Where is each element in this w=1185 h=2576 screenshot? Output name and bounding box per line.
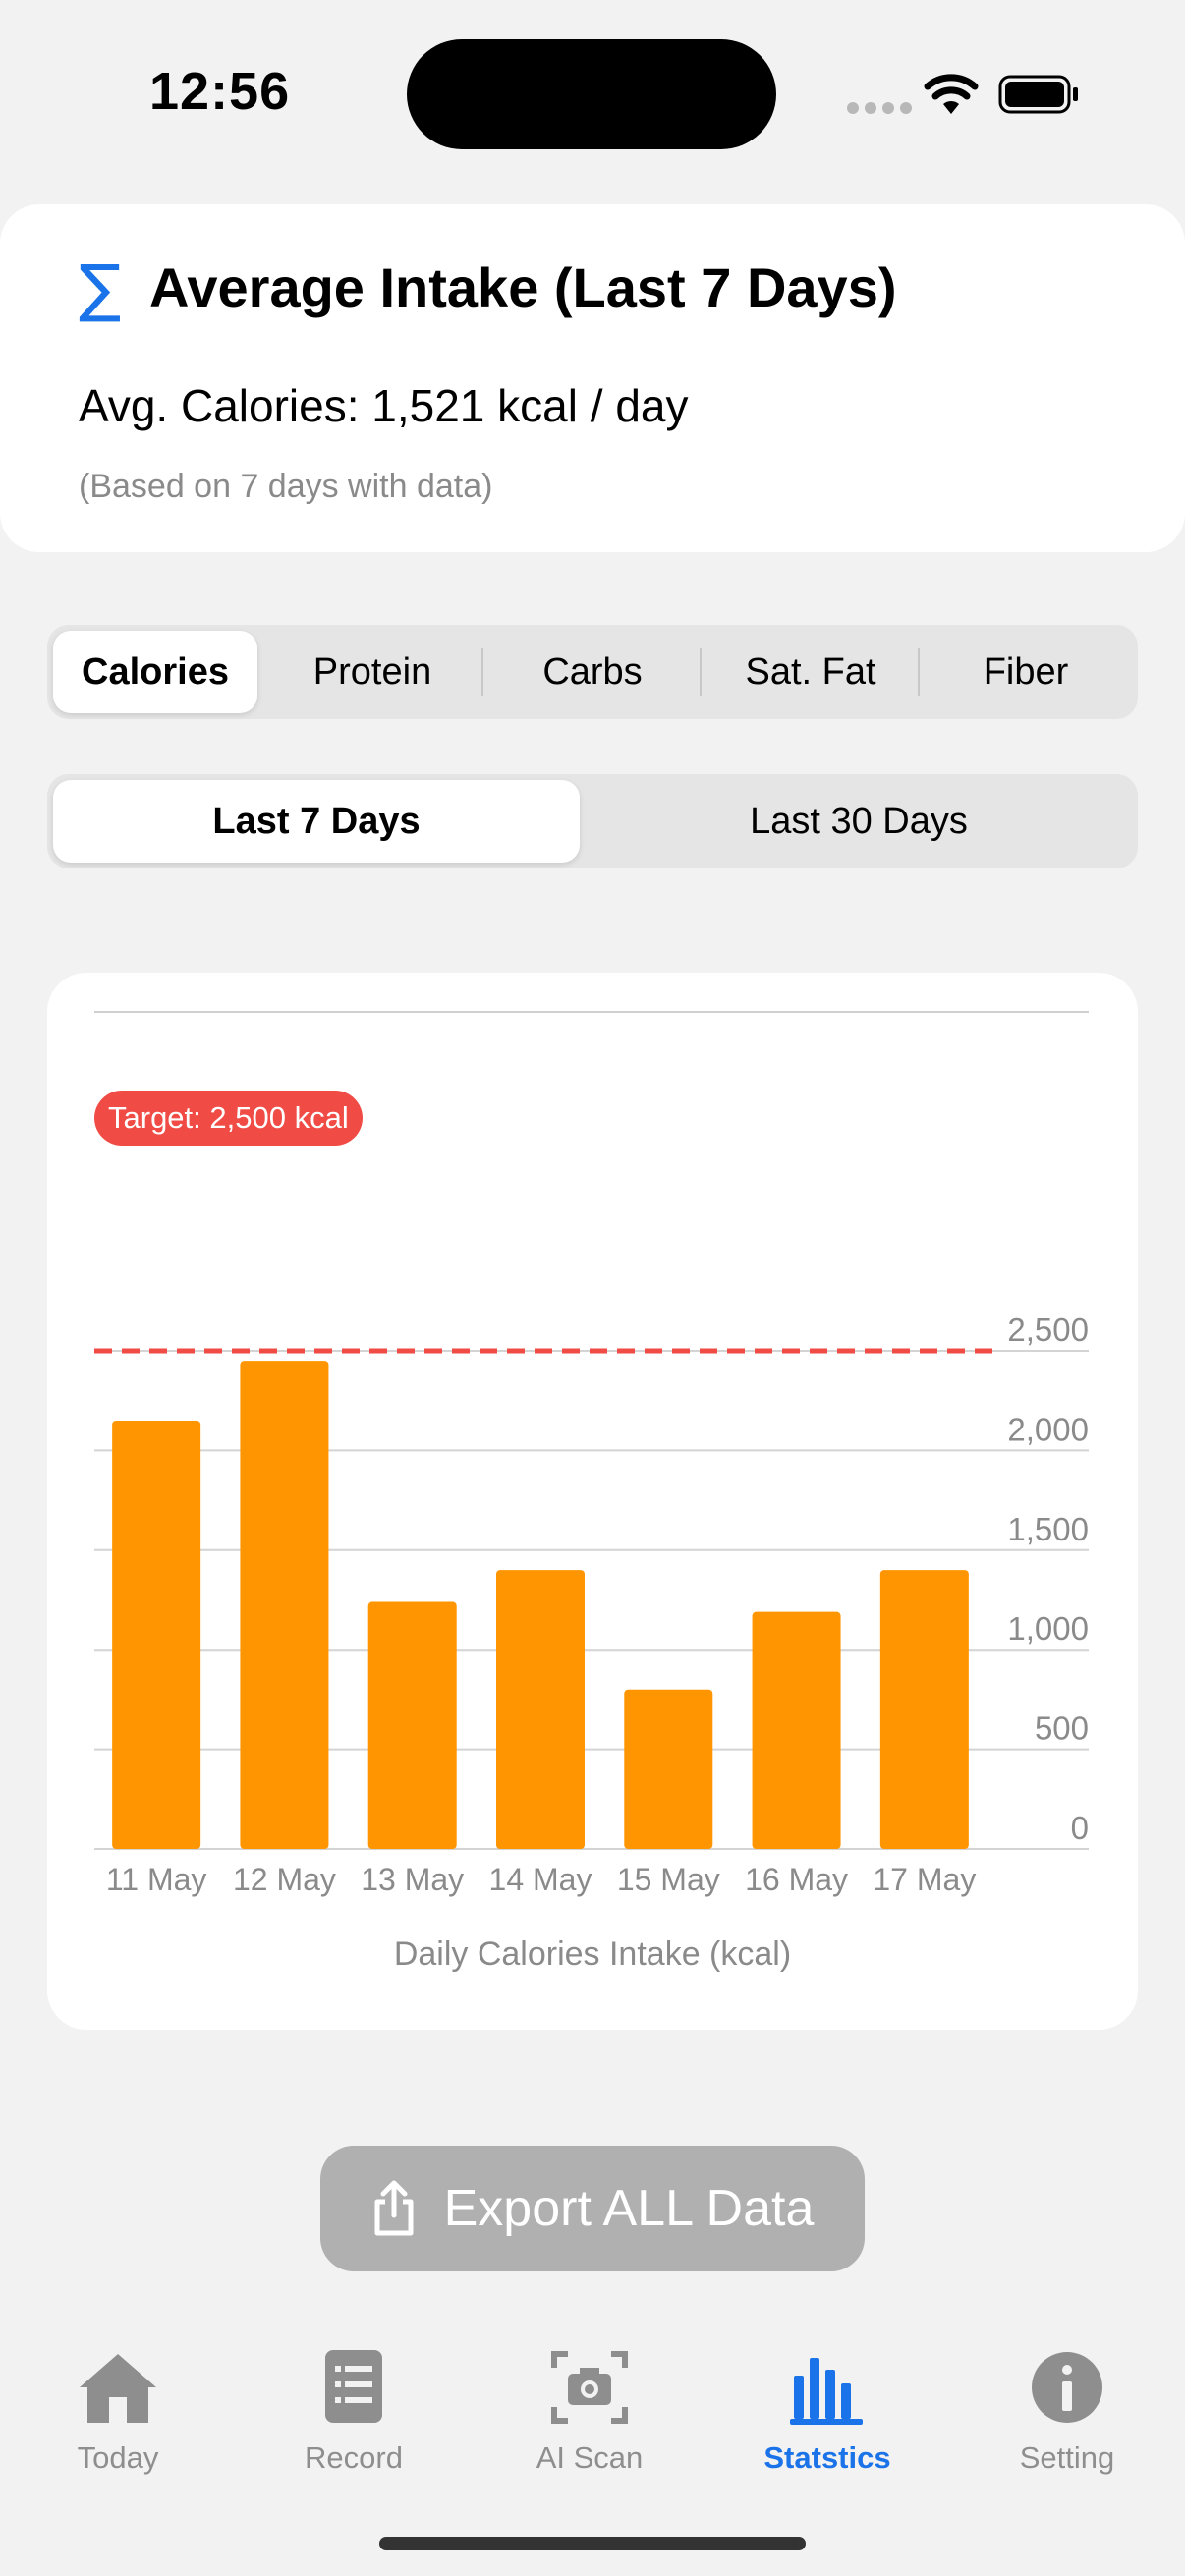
export-button-label: Export ALL Data <box>443 2180 815 2237</box>
average-intake-title: Average Intake (Last 7 Days) <box>149 256 897 318</box>
data-basis-note: (Based on 7 days with data) <box>79 468 493 505</box>
status-bar: 12:56 <box>0 0 1185 196</box>
dynamic-island <box>407 39 776 149</box>
x-tick-label: 11 May <box>106 1862 207 1897</box>
bar-13-may <box>367 1601 457 1849</box>
tab-ai-scan-label: AI Scan <box>536 2440 644 2475</box>
x-tick-label: 13 May <box>361 1862 464 1897</box>
calories-chart-card: 0 500 1,000 1,500 2,000 2,500 11 May 12 May 13 M… <box>47 973 1138 2030</box>
segment-divider <box>700 648 702 696</box>
y-tick-label: 2,000 <box>1007 1411 1089 1447</box>
export-all-data-button[interactable]: Export ALL Data <box>320 2146 865 2271</box>
y-tick-label: 2,500 <box>1007 1312 1089 1348</box>
wifi-icon <box>924 74 979 114</box>
tab-today[interactable]: Today <box>0 2348 236 2476</box>
bar-11-may <box>112 1420 201 1849</box>
list-icon <box>325 2350 382 2423</box>
tab-today-label: Today <box>77 2440 159 2475</box>
segment-sat-fat[interactable]: Sat. Fat <box>745 650 876 693</box>
average-intake-card: ∑ Average Intake (Last 7 Days) Avg. Calo… <box>0 204 1185 552</box>
x-tick-label: 16 May <box>745 1862 848 1897</box>
x-tick-label: 15 May <box>617 1862 720 1897</box>
share-icon <box>374 2180 414 2236</box>
tab-statistics[interactable]: Statstics <box>709 2348 945 2476</box>
segment-fiber[interactable]: Fiber <box>983 650 1069 693</box>
tab-setting-label: Setting <box>1019 2440 1115 2475</box>
range-segmented-control: Last 7 Days Last 30 Days <box>47 774 1138 868</box>
cellular-signal-icon <box>847 102 912 114</box>
tab-record-label: Record <box>305 2440 403 2475</box>
x-tick-label: 12 May <box>233 1862 336 1897</box>
segment-last-30-days[interactable]: Last 30 Days <box>750 800 968 842</box>
tab-record[interactable]: Record <box>236 2348 472 2476</box>
segment-divider <box>918 648 920 696</box>
tab-statistics-label: Statstics <box>763 2440 891 2475</box>
y-tick-label: 1,000 <box>1007 1610 1089 1647</box>
bar-12-may <box>240 1361 329 1849</box>
calories-bar-chart: 0 500 1,000 1,500 2,000 2,500 11 May 12 May 13 M… <box>94 1011 1089 1897</box>
status-time: 12:56 <box>149 62 291 121</box>
segment-calories[interactable]: Calories <box>53 631 257 713</box>
info-icon <box>1032 2352 1102 2423</box>
target-label: Target: 2,500 kcal <box>94 1091 363 1146</box>
average-calories-text: Avg. Calories: 1,521 kcal / day <box>79 380 689 431</box>
bar-16-may <box>752 1611 841 1849</box>
segment-divider <box>481 648 483 696</box>
nutrient-segmented-control: Calories Protein Carbs Sat. Fat Fiber <box>47 625 1138 719</box>
tab-bar: Today Record AI Scan Statstics <box>0 2319 1185 2576</box>
house-icon <box>80 2354 156 2423</box>
y-tick-label: 1,500 <box>1007 1511 1089 1547</box>
tab-ai-scan[interactable]: AI Scan <box>472 2348 707 2476</box>
camera-scan-icon <box>551 2351 628 2424</box>
y-tick-label: 500 <box>1035 1710 1089 1747</box>
chart-x-axis-label: Daily Calories Intake (kcal) <box>393 1935 792 1973</box>
segment-carbs[interactable]: Carbs <box>542 650 643 693</box>
segment-protein[interactable]: Protein <box>312 650 432 693</box>
bar-15-may <box>624 1689 713 1849</box>
y-tick-label: 0 <box>1071 1810 1089 1846</box>
battery-icon <box>998 75 1078 114</box>
segment-last-7-days[interactable]: Last 7 Days <box>53 780 580 863</box>
tab-setting[interactable]: Setting <box>949 2348 1185 2476</box>
sigma-icon: ∑ <box>79 252 122 325</box>
bar-17-may <box>879 1570 969 1849</box>
bar-14-may <box>496 1570 585 1849</box>
x-tick-label: 14 May <box>489 1862 592 1897</box>
x-tick-label: 17 May <box>873 1862 976 1897</box>
bar-chart-icon <box>790 2358 863 2425</box>
home-indicator <box>379 2537 806 2550</box>
